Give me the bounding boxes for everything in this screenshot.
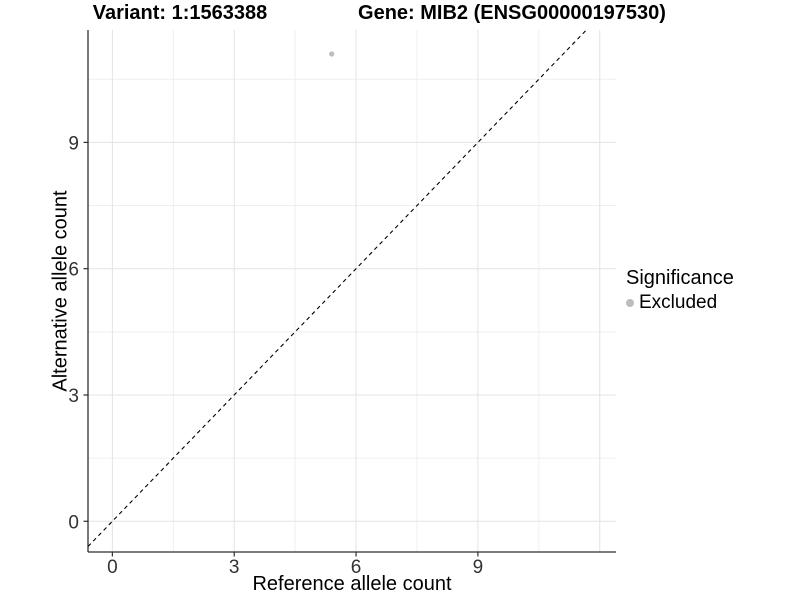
variant-title: Variant: 1:1563388 <box>92 2 268 24</box>
x-tick-label: 3 <box>229 557 240 578</box>
identity-line <box>87 29 587 547</box>
x-axis-title: Reference allele count <box>252 573 452 595</box>
y-axis-title: Alternative allele count <box>49 190 72 392</box>
data-point-excluded <box>329 51 335 57</box>
y-tick-label: 6 <box>68 260 79 281</box>
x-tick-label: 0 <box>107 557 118 578</box>
legend-title: Significance <box>626 267 734 289</box>
x-tick-label: 9 <box>473 557 484 578</box>
x-tick-label: 6 <box>351 557 362 578</box>
legend-item-excluded: Excluded <box>626 292 734 314</box>
legend-item-label: Excluded <box>639 292 718 313</box>
excluded-point-icon <box>626 299 634 307</box>
y-tick-label: 3 <box>68 386 79 407</box>
gene-title: Gene: MIB2 (ENSG00000197530) <box>358 2 666 24</box>
y-tick-label: 0 <box>68 512 79 533</box>
legend: Significance Excluded <box>626 266 734 314</box>
y-tick-label: 9 <box>68 133 79 154</box>
